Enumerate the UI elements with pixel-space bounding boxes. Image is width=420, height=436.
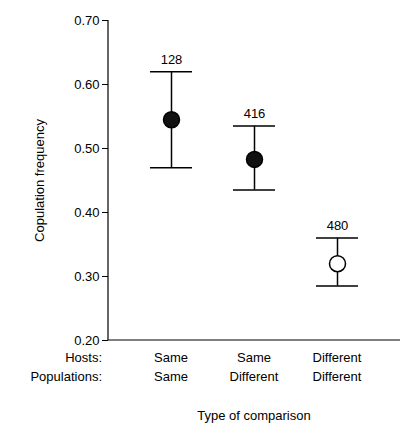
svg-text:Different: Different bbox=[313, 369, 362, 384]
svg-text:0.30: 0.30 bbox=[74, 269, 99, 284]
svg-text:Populations:: Populations: bbox=[30, 369, 102, 384]
svg-text:Type of comparison: Type of comparison bbox=[197, 408, 310, 423]
svg-text:Hosts:: Hosts: bbox=[65, 350, 102, 365]
svg-text:480: 480 bbox=[327, 218, 349, 233]
svg-text:Different: Different bbox=[230, 369, 279, 384]
svg-text:Same: Same bbox=[237, 350, 271, 365]
svg-text:416: 416 bbox=[244, 106, 266, 121]
svg-text:0.50: 0.50 bbox=[74, 141, 99, 156]
svg-text:Different: Different bbox=[313, 350, 362, 365]
svg-text:0.60: 0.60 bbox=[74, 77, 99, 92]
svg-text:Same: Same bbox=[154, 369, 188, 384]
svg-text:128: 128 bbox=[161, 52, 183, 67]
svg-text:0.20: 0.20 bbox=[74, 333, 99, 348]
svg-text:0.40: 0.40 bbox=[74, 205, 99, 220]
svg-text:Same: Same bbox=[154, 350, 188, 365]
svg-text:Copulation frequency: Copulation frequency bbox=[32, 119, 47, 242]
svg-text:0.70: 0.70 bbox=[74, 13, 99, 28]
